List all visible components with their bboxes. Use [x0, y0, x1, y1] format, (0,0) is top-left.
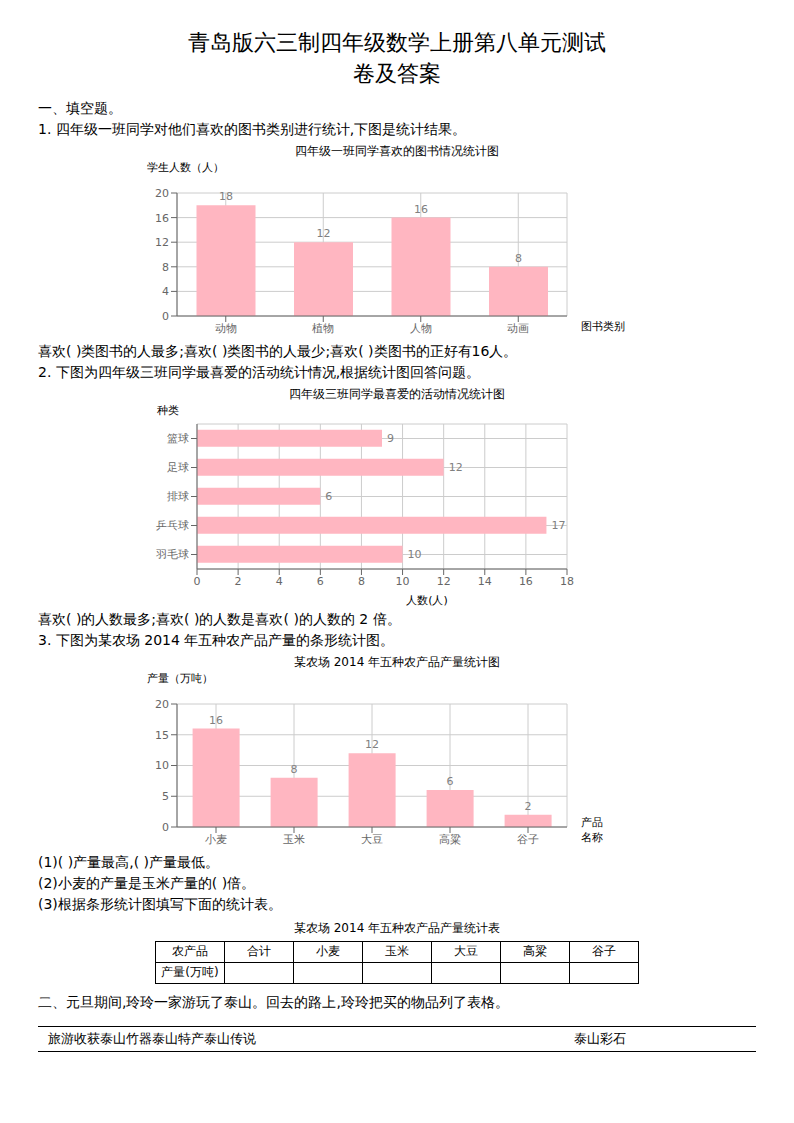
- svg-text:8: 8: [358, 574, 365, 587]
- svg-text:2: 2: [235, 574, 242, 587]
- svg-text:16: 16: [209, 713, 223, 726]
- html-text:某农场 2014 年五种农产品产量统计图: 某农场 2014 年五种农产品产量统计图: [293, 654, 501, 669]
- html-text:小麦: 小麦: [316, 944, 340, 959]
- html-text:高粱: 高粱: [523, 944, 547, 959]
- svg-text:12: 12: [317, 227, 331, 240]
- svg-text:17: 17: [551, 519, 565, 532]
- html-text:四年级一班同学喜欢的图书情况统计图: 四年级一班同学喜欢的图书情况统计图: [295, 143, 499, 158]
- svg-text:篮球: 篮球: [167, 432, 189, 445]
- svg-text:高粱: 高粱: [439, 832, 461, 845]
- html-text:某农场 2014 年五种农产品产量统计表: 某农场 2014 年五种农产品产量统计表: [293, 920, 501, 935]
- html-text:一、填空题。: 一、填空题。: [38, 99, 122, 116]
- svg-text:谷子: 谷子: [517, 832, 539, 845]
- html-text:合计: 合计: [247, 944, 271, 959]
- svg-text:羽毛球: 羽毛球: [156, 548, 189, 561]
- html-text:2. 下图为四年级三班同学最喜爱的活动统计情况,根据统计图回: 2. 下图为四年级三班同学最喜爱的活动统计情况,根据统计图回答问题。: [38, 363, 481, 380]
- svg-text:动物: 动物: [215, 321, 237, 334]
- svg-text:9: 9: [387, 432, 394, 445]
- svg-text:18: 18: [560, 574, 574, 587]
- html-text:农产品: 农产品: [172, 944, 208, 959]
- svg-text:植物: 植物: [312, 321, 334, 334]
- html-text:学生人数（人）: 学生人数（人）: [147, 160, 224, 174]
- html-text:喜欢( )类图书的人最多;喜欢( )类图书的人最少;喜欢(: 喜欢( )类图书的人最多;喜欢( )类图书的人最少;喜欢( )类图书的正好有16…: [38, 342, 518, 359]
- svg-text:18: 18: [219, 190, 233, 203]
- svg-text:6: 6: [317, 574, 324, 587]
- svg-text:8: 8: [162, 260, 169, 273]
- html-text:(2)小麦的产量是玉米产量的( )倍。: (2)小麦的产量是玉米产量的( )倍。: [38, 874, 256, 891]
- html-text:四年级三班同学最喜爱的活动情况统计图: 四年级三班同学最喜爱的活动情况统计图: [289, 386, 505, 401]
- svg-text:6: 6: [325, 490, 332, 503]
- svg-text:大豆: 大豆: [361, 832, 383, 845]
- svg-text:0: 0: [162, 820, 169, 833]
- svg-text:16: 16: [414, 202, 428, 215]
- svg-text:玉米: 玉米: [283, 832, 305, 845]
- html-text:(1)( )产量最高,( )产量最低。: (1)( )产量最高,( )产量最低。: [38, 853, 219, 870]
- svg-text:2: 2: [525, 799, 532, 812]
- svg-text:6: 6: [447, 775, 454, 788]
- html-text:喜欢( )的人数最多;喜欢( )的人数是喜欢( )的人数的: 喜欢( )的人数最多;喜欢( )的人数是喜欢( )的人数的 2 倍。: [38, 610, 401, 627]
- svg-text:8: 8: [515, 251, 522, 264]
- html-text:种类: 种类: [157, 403, 179, 417]
- svg-text:0: 0: [194, 574, 201, 587]
- html-text:(3)根据条形统计图填写下面的统计表。: (3)根据条形统计图填写下面的统计表。: [38, 895, 282, 912]
- svg-text:16: 16: [155, 211, 169, 224]
- svg-text:小麦: 小麦: [205, 832, 227, 845]
- html-text:人数(人): 人数(人): [406, 593, 448, 607]
- svg-text:12: 12: [437, 574, 451, 587]
- svg-text:排球: 排球: [167, 490, 189, 503]
- html-text:1. 四年级一班同学对他们喜欢的图书类别进行统计,下图是统计: 1. 四年级一班同学对他们喜欢的图书类别进行统计,下图是统计结果。: [38, 120, 467, 137]
- svg-text:10: 10: [155, 759, 169, 772]
- svg-text:16: 16: [519, 574, 533, 587]
- html-text:泰山彩石: 泰山彩石: [574, 1030, 626, 1046]
- svg-text:12: 12: [449, 461, 463, 474]
- svg-text:10: 10: [408, 548, 422, 561]
- svg-text:0: 0: [162, 309, 169, 322]
- svg-text:5: 5: [162, 790, 169, 803]
- html-text:产量(万吨): 产量(万吨): [161, 965, 219, 980]
- svg-text:15: 15: [155, 728, 169, 741]
- html-text:图书类别: 图书类别: [581, 319, 625, 333]
- html-text:青岛版六三制四年级数学上册第八单元测试 卷及答案: 青岛版六三制四年级数学上册第八单元测试 卷及答案: [188, 30, 606, 86]
- html-text:产品 名称: 产品 名称: [581, 815, 603, 844]
- html-text:二、元旦期间,玲玲一家游玩了泰山。回去的路上,玲玲把买的物品: 二、元旦期间,玲玲一家游玩了泰山。回去的路上,玲玲把买的物品列了表格。: [38, 993, 509, 1010]
- svg-text:4: 4: [276, 574, 283, 587]
- svg-text:4: 4: [162, 285, 169, 298]
- html-text:大豆: 大豆: [454, 944, 478, 959]
- svg-text:动画: 动画: [507, 321, 529, 334]
- svg-text:14: 14: [478, 574, 492, 587]
- svg-text:12: 12: [365, 738, 379, 751]
- html-text:3. 下图为某农场 2014 年五种农产品产量的条形统计图。: 3. 下图为某农场 2014 年五种农产品产量的条形统计图。: [38, 631, 395, 648]
- html-text:谷子: 谷子: [592, 944, 616, 959]
- svg-text:12: 12: [155, 236, 169, 249]
- html-text:玉米: 玉米: [385, 944, 409, 959]
- svg-text:8: 8: [291, 762, 298, 775]
- html-text:产量（万吨）: 产量（万吨）: [147, 671, 213, 685]
- svg-text:足球: 足球: [167, 461, 189, 474]
- svg-text:20: 20: [155, 186, 169, 199]
- svg-text:10: 10: [396, 574, 410, 587]
- html-text:旅游收获泰山竹器泰山特产泰山传说: 旅游收获泰山竹器泰山特产泰山传说: [48, 1030, 256, 1046]
- svg-text:人物: 人物: [410, 321, 432, 334]
- svg-text:乒乓球: 乒乓球: [156, 519, 189, 532]
- svg-text:20: 20: [155, 697, 169, 710]
